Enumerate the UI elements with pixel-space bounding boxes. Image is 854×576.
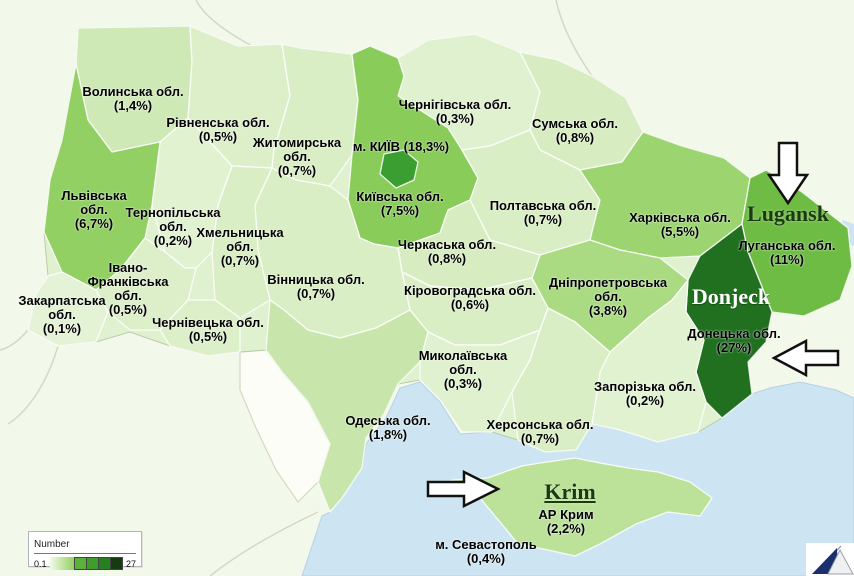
legend-min-value: 0.1 [34,558,47,569]
legend-title-row: Number [34,534,136,554]
region-zhytomyr-shape [271,43,359,187]
arrow-right-crimea-icon [426,469,501,509]
arrow-down-lugansk-icon [766,141,810,206]
region-ternopil-shape [151,117,233,269]
sail-logo-icon [806,543,854,576]
legend-color-ramp [49,557,123,570]
region-zaporizhzhia-shape [591,279,707,443]
region-mykolaiv-shape [419,329,541,433]
oblast-layer [27,25,853,557]
foreign-borders [0,0,593,576]
legend-title: Number [34,539,70,550]
arrow-left-donetsk-icon [771,338,840,378]
region-odesa-shape [265,299,429,513]
region-zakarpattia-shape [27,271,109,347]
legend: Number 0.1 27 [28,531,142,570]
region-chernivtsi-shape [159,299,241,357]
region-kyiv-city-shape [379,149,419,189]
arrow-layer [426,141,840,509]
legend-max-value: 27 [125,558,136,569]
legend-gradient [49,557,75,570]
region-kherson-shape [511,307,611,453]
legend-swatch-3 [109,557,123,570]
legend-row: 0.1 27 [34,557,136,570]
